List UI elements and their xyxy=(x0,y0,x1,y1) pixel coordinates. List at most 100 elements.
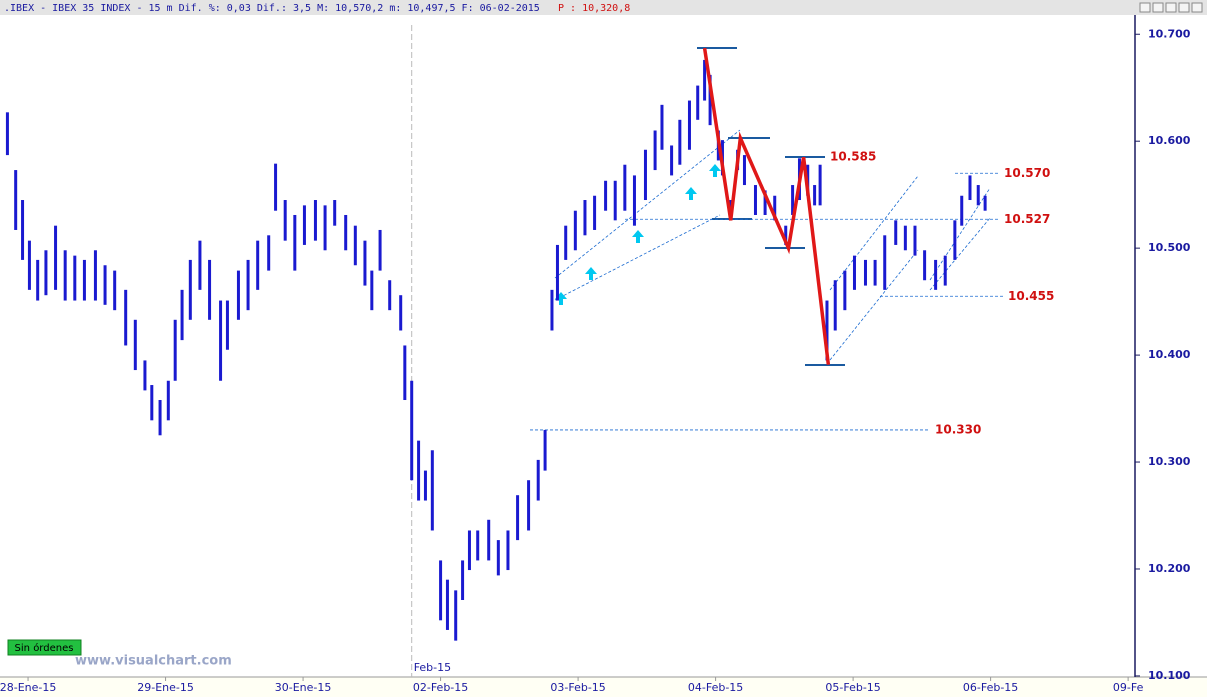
price-bar xyxy=(173,319,177,381)
price-bar xyxy=(423,470,427,501)
price-bar xyxy=(113,270,117,311)
badge[interactable] xyxy=(7,639,82,656)
price-bar xyxy=(968,175,972,201)
price-bar xyxy=(388,280,392,311)
price-bar xyxy=(256,240,260,290)
x-tick-label: 03-Feb-15 xyxy=(550,681,605,694)
button[interactable] xyxy=(1178,2,1190,13)
price-bar xyxy=(564,225,568,260)
price-bar xyxy=(496,540,500,576)
price-bar xyxy=(36,259,40,301)
price-bar xyxy=(506,530,510,571)
level-label: 10.330 xyxy=(935,422,981,436)
price-bar xyxy=(302,205,306,245)
price-bar xyxy=(742,155,746,186)
price-bar xyxy=(439,560,443,621)
y-tick-label: 10.300 xyxy=(1148,455,1191,468)
level-label: 10.455 xyxy=(1008,289,1054,303)
channels xyxy=(554,129,991,361)
price-bar xyxy=(653,130,657,171)
price-bar xyxy=(14,170,18,230)
price-bar xyxy=(687,100,691,150)
button[interactable] xyxy=(1191,2,1203,13)
price-bar xyxy=(708,74,712,126)
price-bar xyxy=(555,244,559,301)
title-bar xyxy=(0,0,1207,15)
price-bar xyxy=(158,400,162,436)
price-bar xyxy=(54,225,58,290)
price-bar xyxy=(274,163,278,211)
price-bar xyxy=(632,175,636,226)
y-tick-label: 10.400 xyxy=(1148,348,1191,361)
x-tick-label: 06-Feb-15 xyxy=(963,681,1018,694)
y-tick-label: 10.500 xyxy=(1148,241,1191,254)
level-label: 10.570 xyxy=(1004,166,1050,180)
header-price: P : 10,320,8 xyxy=(558,3,630,14)
price-bar xyxy=(550,289,554,331)
price-bar xyxy=(753,185,757,215)
price-bar xyxy=(873,259,877,286)
price-bar xyxy=(913,225,917,256)
price-bar xyxy=(843,270,847,311)
price-bar xyxy=(293,214,297,271)
price-bar xyxy=(267,235,271,271)
pattern-line xyxy=(702,47,831,365)
price-bar xyxy=(363,240,367,286)
price-bar xyxy=(399,295,403,331)
price-bar xyxy=(934,259,938,290)
badge-text[interactable]: Sin órdenes xyxy=(15,642,74,654)
price-bar xyxy=(983,195,987,211)
y-tick-label: 10.100 xyxy=(1148,669,1191,682)
button[interactable] xyxy=(1139,2,1151,13)
price-bar xyxy=(573,210,577,251)
price-bar xyxy=(703,59,707,101)
price-bar xyxy=(583,200,587,236)
price-bar xyxy=(863,259,867,286)
price-bar xyxy=(953,220,957,260)
price-bar xyxy=(943,255,947,286)
x-tick-label: 09-Fe xyxy=(1113,681,1144,694)
price-bar xyxy=(133,319,137,371)
y-tick-label: 10.700 xyxy=(1148,27,1191,40)
x-tick-label: 02-Feb-15 xyxy=(413,681,468,694)
button[interactable] xyxy=(1152,2,1164,13)
button[interactable] xyxy=(1165,2,1177,13)
window-buttons[interactable] xyxy=(1139,2,1203,13)
price-bar xyxy=(852,255,856,290)
price-bar xyxy=(454,590,458,641)
price-bar xyxy=(467,530,471,571)
price-bar xyxy=(818,164,822,206)
price-bar xyxy=(219,300,223,381)
price-bar xyxy=(696,85,700,120)
price-bar xyxy=(103,265,107,305)
price-bar xyxy=(461,560,465,600)
price-bar xyxy=(825,300,829,361)
price-bar xyxy=(124,289,128,346)
price-bar xyxy=(370,270,374,311)
price-bar xyxy=(180,289,184,341)
price-bar xyxy=(593,195,597,230)
x-tick-label: 28-Ene-15 xyxy=(0,681,56,694)
price-bar xyxy=(417,440,421,501)
y-tick-label: 10.600 xyxy=(1148,134,1191,147)
price-bar xyxy=(445,579,449,630)
price-bar xyxy=(773,195,777,221)
price-bar xyxy=(225,300,229,350)
price-bar xyxy=(516,495,520,541)
price-bar xyxy=(784,225,788,245)
price-bar xyxy=(403,345,407,401)
price-bar xyxy=(660,104,664,150)
price-bar xyxy=(344,214,348,251)
price-bar xyxy=(476,530,480,561)
price-bar xyxy=(604,180,608,211)
price-bar xyxy=(198,240,202,290)
month-label: Feb-15 xyxy=(414,661,451,674)
price-bar xyxy=(833,280,837,331)
price-bar xyxy=(903,225,907,251)
price-bar xyxy=(166,380,170,421)
price-bar xyxy=(883,235,887,290)
x-tick-label: 05-Feb-15 xyxy=(825,681,880,694)
price-bar xyxy=(44,250,48,296)
price-bar xyxy=(791,185,795,215)
